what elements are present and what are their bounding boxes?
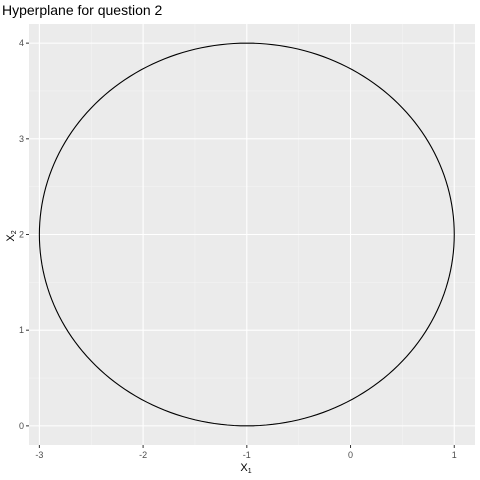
chart-title: Hyperplane for question 2 <box>2 2 163 18</box>
x-tick-label: 0 <box>348 450 353 460</box>
y-axis-title-subscript: 2 <box>11 230 18 234</box>
x-tick-label: 1 <box>452 450 457 460</box>
x-axis-ticks: -3 -2 -1 0 1 <box>35 445 457 460</box>
y-axis-title-main: X <box>5 234 17 242</box>
x-axis-title-subscript: 1 <box>248 468 252 475</box>
x-tick-label: -2 <box>139 450 147 460</box>
x-axis-title-main: X <box>240 462 248 474</box>
y-axis-title: X2 <box>5 230 18 241</box>
y-axis-ticks: 0 1 2 3 4 <box>19 38 29 431</box>
y-tick-label: 1 <box>19 325 24 335</box>
y-tick-label: 2 <box>19 230 24 240</box>
hyperplane-curve <box>38 42 455 427</box>
x-tick-label: -3 <box>35 450 43 460</box>
x-tick-label: -1 <box>243 450 251 460</box>
x-axis-title: X1 <box>240 462 251 475</box>
y-tick-label: 3 <box>19 134 24 144</box>
y-tick-label: 0 <box>19 421 24 431</box>
y-tick-label: 4 <box>19 38 24 48</box>
